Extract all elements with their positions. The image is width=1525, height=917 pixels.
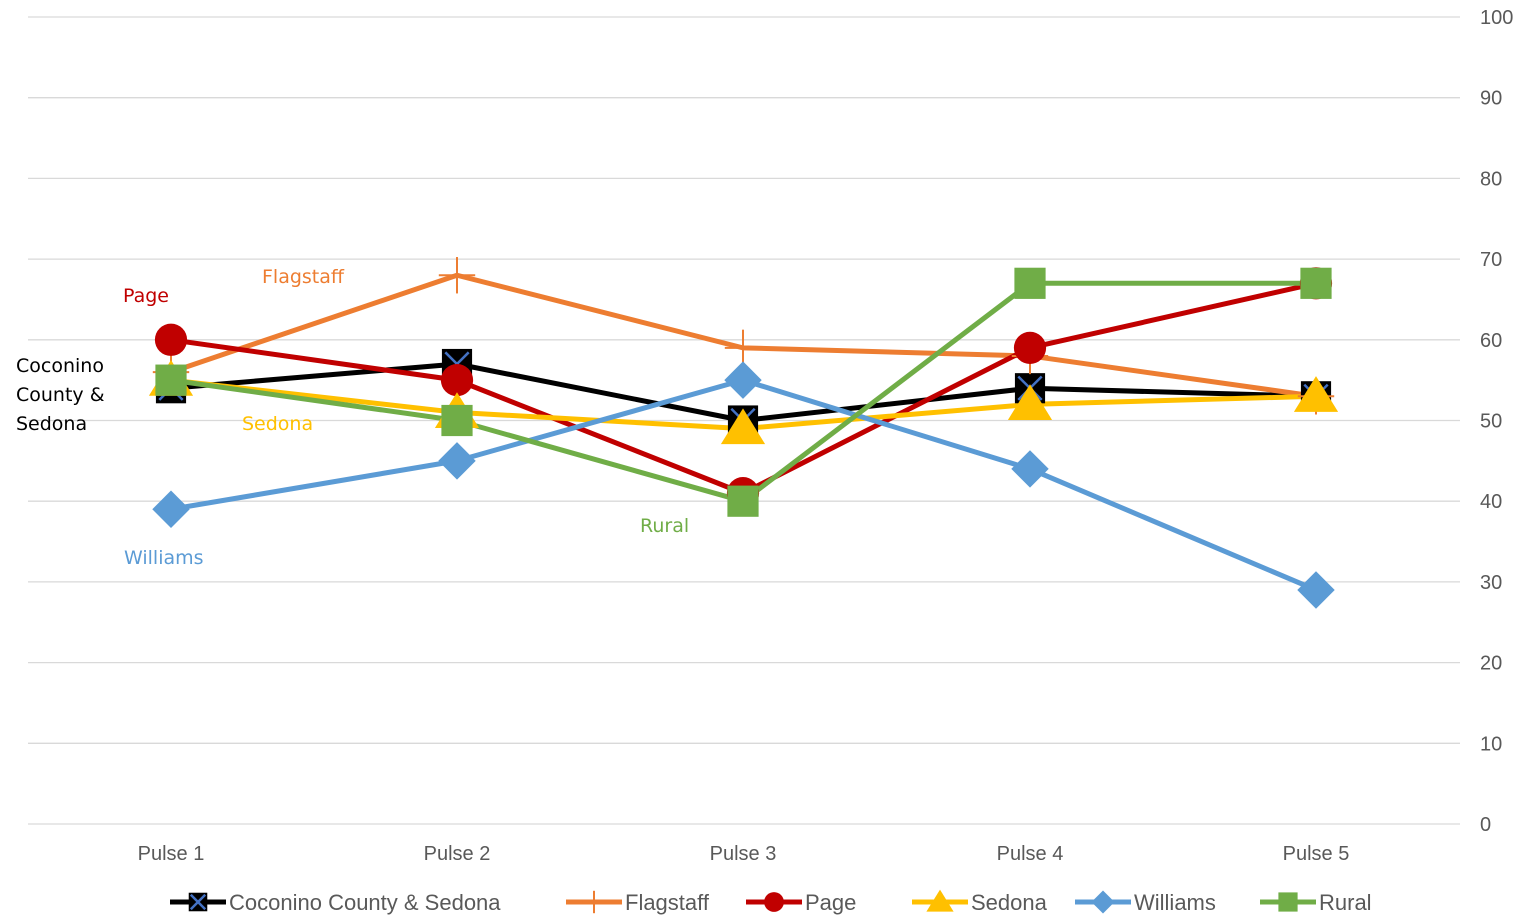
data-point-sedona — [1007, 384, 1053, 420]
legend: Coconino County & Sedona Flagstaff Page Sed… — [170, 889, 1372, 915]
series-annotations: Coconino County & Sedona Flagstaff Page Sedon… — [16, 266, 689, 569]
y-tick-label: 80 — [1480, 168, 1502, 190]
legend-marker — [926, 889, 954, 912]
y-tick-label: 40 — [1480, 491, 1502, 513]
data-point-williams — [438, 442, 476, 480]
legend-label: Page — [805, 890, 856, 915]
annotation-rural: Rural — [640, 515, 689, 537]
data-point-sedona — [720, 408, 766, 445]
y-tick-label: 0 — [1480, 814, 1491, 836]
legend-item-rural: Rural — [1260, 890, 1372, 915]
legend-marker — [582, 890, 606, 914]
annotation-flagstaff: Flagstaff — [262, 266, 345, 288]
x-axis-ticks: Pulse 1 Pulse 2 Pulse 3 Pulse 4 Pulse 5 — [138, 843, 1350, 865]
x-tick-label: Pulse 5 — [1283, 843, 1350, 865]
legend-marker — [1091, 890, 1115, 914]
legend-item-williams: Williams — [1075, 890, 1216, 915]
legend-label: Sedona — [971, 890, 1048, 915]
y-axis-ticks: 0 10 20 30 40 50 60 70 80 90 100 — [1480, 7, 1513, 836]
legend-label: Coconino County & Sedona — [229, 890, 501, 915]
data-point-rural — [155, 364, 187, 396]
annotation-page: Page — [123, 285, 169, 307]
y-tick-label: 10 — [1480, 733, 1502, 755]
x-tick-label: Pulse 3 — [710, 843, 777, 865]
data-point-page — [154, 323, 188, 356]
series-markers — [148, 257, 1339, 609]
x-tick-label: Pulse 2 — [424, 843, 491, 865]
legend-item-sedona: Sedona — [912, 889, 1048, 915]
legend-item-page: Page — [746, 890, 856, 915]
legend-marker — [1278, 892, 1298, 912]
data-point-rural — [1014, 267, 1046, 299]
annotation-coconino-county-and-sedona: Coconino County & Sedona — [16, 355, 105, 435]
x-tick-label: Pulse 1 — [138, 843, 205, 865]
data-point-flagstaff — [438, 257, 476, 294]
y-tick-label: 20 — [1480, 653, 1502, 675]
data-point-rural — [441, 404, 473, 437]
legend-marker — [764, 892, 784, 912]
y-tick-label: 30 — [1480, 572, 1502, 594]
data-point-flagstaff — [724, 329, 762, 367]
legend-label: Flagstaff — [625, 890, 710, 915]
annotation-sedona: Sedona — [242, 413, 313, 435]
data-point-williams — [1297, 571, 1335, 609]
legend-label: Rural — [1319, 890, 1372, 915]
y-tick-label: 100 — [1480, 7, 1513, 29]
legend-label: Williams — [1134, 890, 1216, 915]
data-point-rural — [727, 485, 759, 517]
legend-item-coconino-county-and-sedona: Coconino County & Sedona — [170, 890, 501, 915]
data-point-page — [440, 364, 474, 397]
y-tick-label: 50 — [1480, 411, 1502, 433]
x-tick-label: Pulse 4 — [997, 843, 1064, 865]
data-point-rural — [1300, 267, 1332, 299]
data-point-williams — [1011, 450, 1049, 488]
data-point-page — [1013, 331, 1047, 364]
legend-item-flagstaff: Flagstaff — [566, 890, 710, 915]
data-point-williams — [152, 490, 190, 528]
legend-marker — [188, 892, 208, 912]
y-tick-label: 70 — [1480, 249, 1502, 271]
y-tick-label: 90 — [1480, 88, 1502, 110]
data-point-sedona — [1293, 376, 1339, 412]
annotation-williams: Williams — [124, 547, 204, 569]
y-tick-label: 60 — [1480, 330, 1502, 352]
data-point-williams — [724, 361, 762, 399]
